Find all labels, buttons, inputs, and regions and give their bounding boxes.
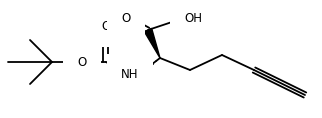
Text: O: O [121, 11, 131, 25]
Text: O: O [101, 19, 111, 32]
Text: NH: NH [121, 69, 139, 82]
Polygon shape [144, 28, 160, 58]
Text: O: O [77, 55, 87, 69]
Text: OH: OH [184, 11, 202, 25]
